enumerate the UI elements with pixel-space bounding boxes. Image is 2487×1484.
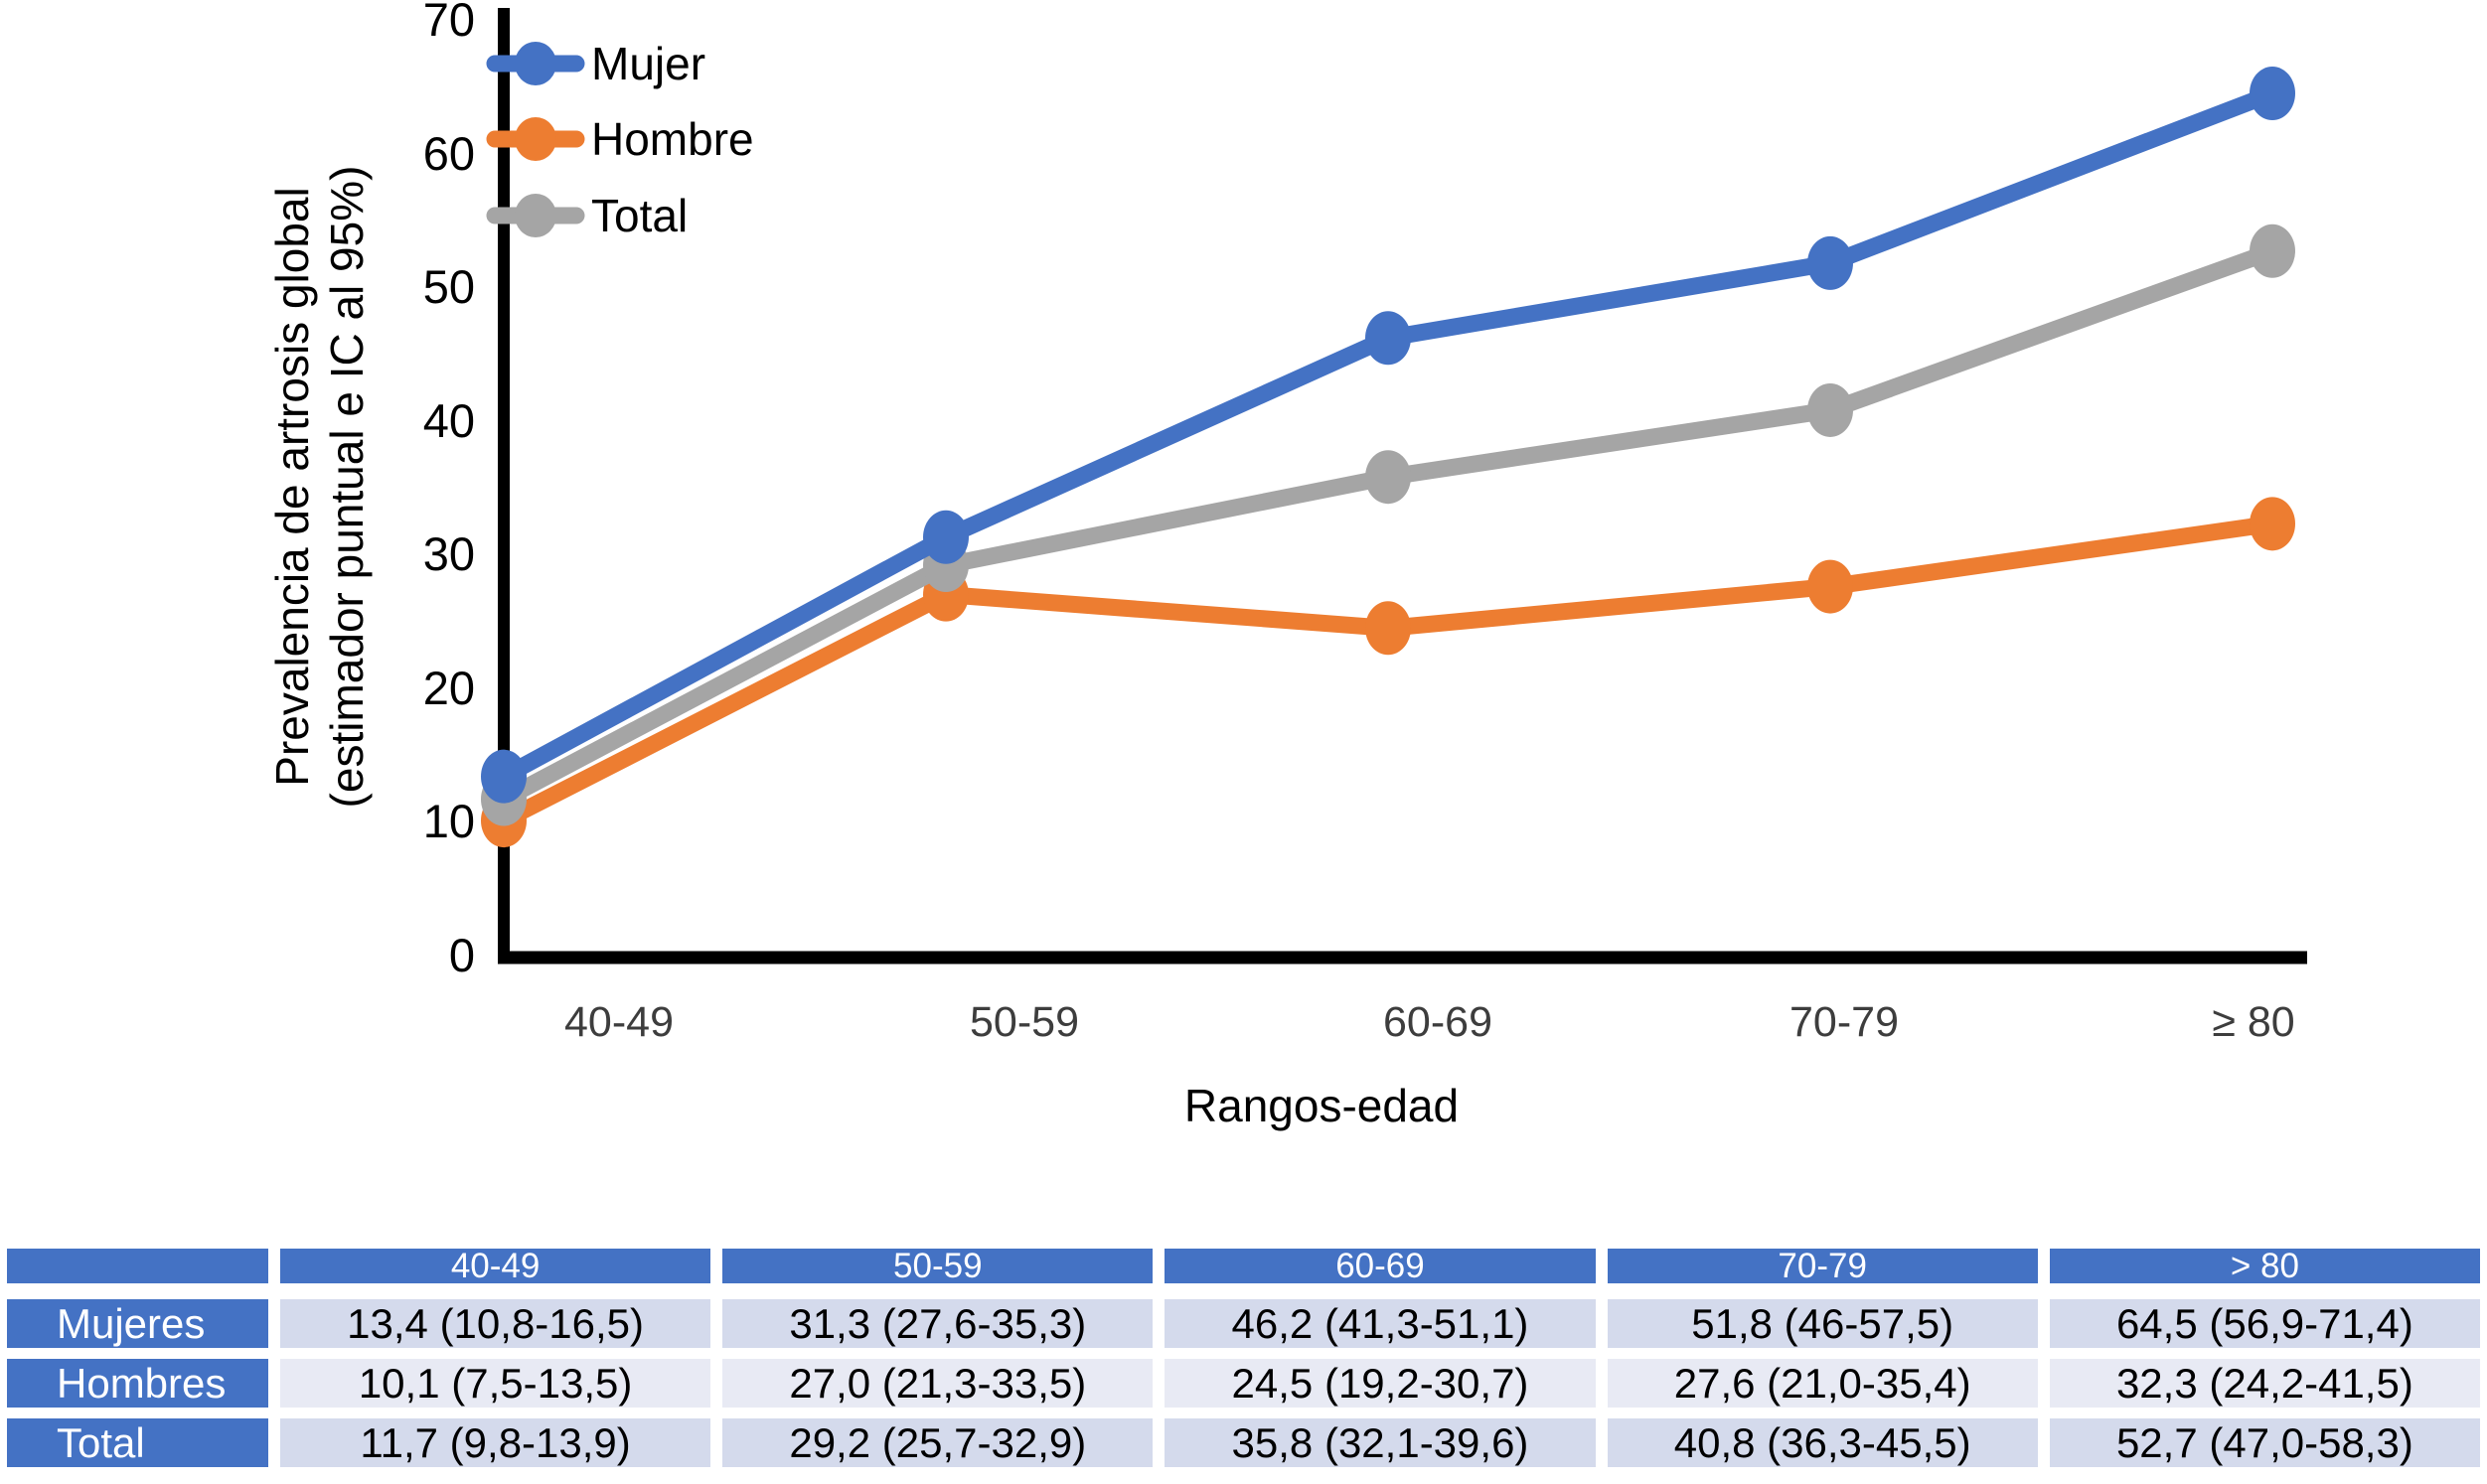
- data-point-mujer-2[interactable]: [1365, 311, 1411, 366]
- legend-label-mujer[interactable]: Mujer: [591, 38, 706, 89]
- y-tick-20: 20: [422, 661, 475, 714]
- y-tick-10: 10: [422, 795, 475, 848]
- x-tick-0: 40-49: [564, 998, 674, 1046]
- table-header-over-80: > 80: [2049, 1249, 2480, 1283]
- line-chart-area: Mujer Hombre Total Rangos-edad Prevalenc…: [266, 0, 2307, 1131]
- cell-mujeres-70-79: 51,8 (46-57,5): [1607, 1299, 2038, 1348]
- y-tick-40: 40: [422, 393, 475, 447]
- y-tick-50: 50: [422, 260, 475, 314]
- table-row-total: Total 11,7 (9,8-13,9) 29,2 (25,7-32,9) 3…: [7, 1418, 2480, 1467]
- table-header-40-49: 40-49: [280, 1249, 711, 1283]
- row-label-total: Total: [7, 1418, 268, 1467]
- table-header-row: 40-49 50-59 60-69 70-79 > 80: [7, 1249, 2480, 1283]
- table-header-70-79: 70-79: [1607, 1249, 2038, 1283]
- x-tick-4: ≥ 80: [2212, 998, 2295, 1046]
- cell-total-40-49: 11,7 (9,8-13,9): [280, 1418, 711, 1467]
- y-tick-70: 70: [422, 0, 475, 46]
- cell-hombres-40-49: 10,1 (7,5-13,5): [280, 1359, 711, 1408]
- table-corner-cell: [7, 1249, 268, 1283]
- data-point-mujer-3[interactable]: [1807, 235, 1853, 290]
- legend-marker-total[interactable]: [515, 194, 556, 237]
- cell-hombres-60-69: 24,5 (19,2-30,7): [1165, 1359, 1596, 1408]
- legend-marker-hombre[interactable]: [515, 117, 556, 161]
- data-point-mujer-4[interactable]: [2250, 67, 2295, 121]
- data-point-mujer-1[interactable]: [923, 510, 969, 564]
- prevalence-line-chart: [481, 8, 2307, 965]
- table-header-60-69: 60-69: [1165, 1249, 1596, 1283]
- row-label-mujeres: Mujeres: [7, 1299, 268, 1348]
- data-point-total-4[interactable]: [2250, 223, 2295, 278]
- legend-marker-mujer[interactable]: [515, 42, 556, 85]
- x-tick-3: 70-79: [1789, 998, 1899, 1046]
- prevalence-table: 40-49 50-59 60-69 70-79 > 80 Mujeres 13,…: [7, 1249, 2480, 1478]
- data-point-mujer-0[interactable]: [481, 749, 527, 804]
- row-label-hombres: Hombres: [7, 1359, 268, 1408]
- cell-mujeres-50-59: 31,3 (27,6-35,3): [722, 1299, 1154, 1348]
- y-tick-0: 0: [448, 929, 475, 981]
- cell-mujeres-60-69: 46,2 (41,3-51,1): [1165, 1299, 1596, 1348]
- cell-total-60-69: 35,8 (32,1-39,6): [1165, 1418, 1596, 1467]
- cell-total-over-80: 52,7 (47,0-58,3): [2049, 1418, 2480, 1467]
- data-point-hombre-4[interactable]: [2250, 497, 2295, 551]
- table-row-hombres: Hombres 10,1 (7,5-13,5) 27,0 (21,3-33,5)…: [7, 1359, 2480, 1408]
- y-tick-60: 60: [422, 126, 475, 180]
- x-tick-1: 50-59: [970, 998, 1079, 1046]
- series-line-mujer: [495, 84, 2281, 786]
- cell-mujeres-over-80: 64,5 (56,9-71,4): [2049, 1299, 2480, 1348]
- data-point-hombre-2[interactable]: [1365, 601, 1411, 656]
- cell-hombres-70-79: 27,6 (21,0-35,4): [1607, 1359, 2038, 1408]
- cell-hombres-over-80: 32,3 (24,2-41,5): [2049, 1359, 2480, 1408]
- cell-mujeres-40-49: 13,4 (10,8-16,5): [280, 1299, 711, 1348]
- data-point-total-2[interactable]: [1365, 450, 1411, 505]
- x-axis-title: Rangos-edad: [1183, 1080, 1460, 1131]
- table-row-mujeres: Mujeres 13,4 (10,8-16,5) 31,3 (27,6-35,3…: [7, 1299, 2480, 1348]
- data-point-hombre-3[interactable]: [1807, 559, 1853, 614]
- legend-label-hombre[interactable]: Hombre: [591, 113, 754, 165]
- data-point-total-3[interactable]: [1807, 382, 1853, 437]
- cell-total-70-79: 40,8 (36,3-45,5): [1607, 1418, 2038, 1467]
- table-header-50-59: 50-59: [722, 1249, 1154, 1283]
- x-tick-2: 60-69: [1383, 998, 1492, 1046]
- series-line-hombre: [495, 515, 2281, 829]
- cell-hombres-50-59: 27,0 (21,3-33,5): [722, 1359, 1154, 1408]
- cell-total-50-59: 29,2 (25,7-32,9): [722, 1418, 1154, 1467]
- y-tick-30: 30: [422, 527, 475, 581]
- legend-label-total[interactable]: Total: [591, 190, 689, 241]
